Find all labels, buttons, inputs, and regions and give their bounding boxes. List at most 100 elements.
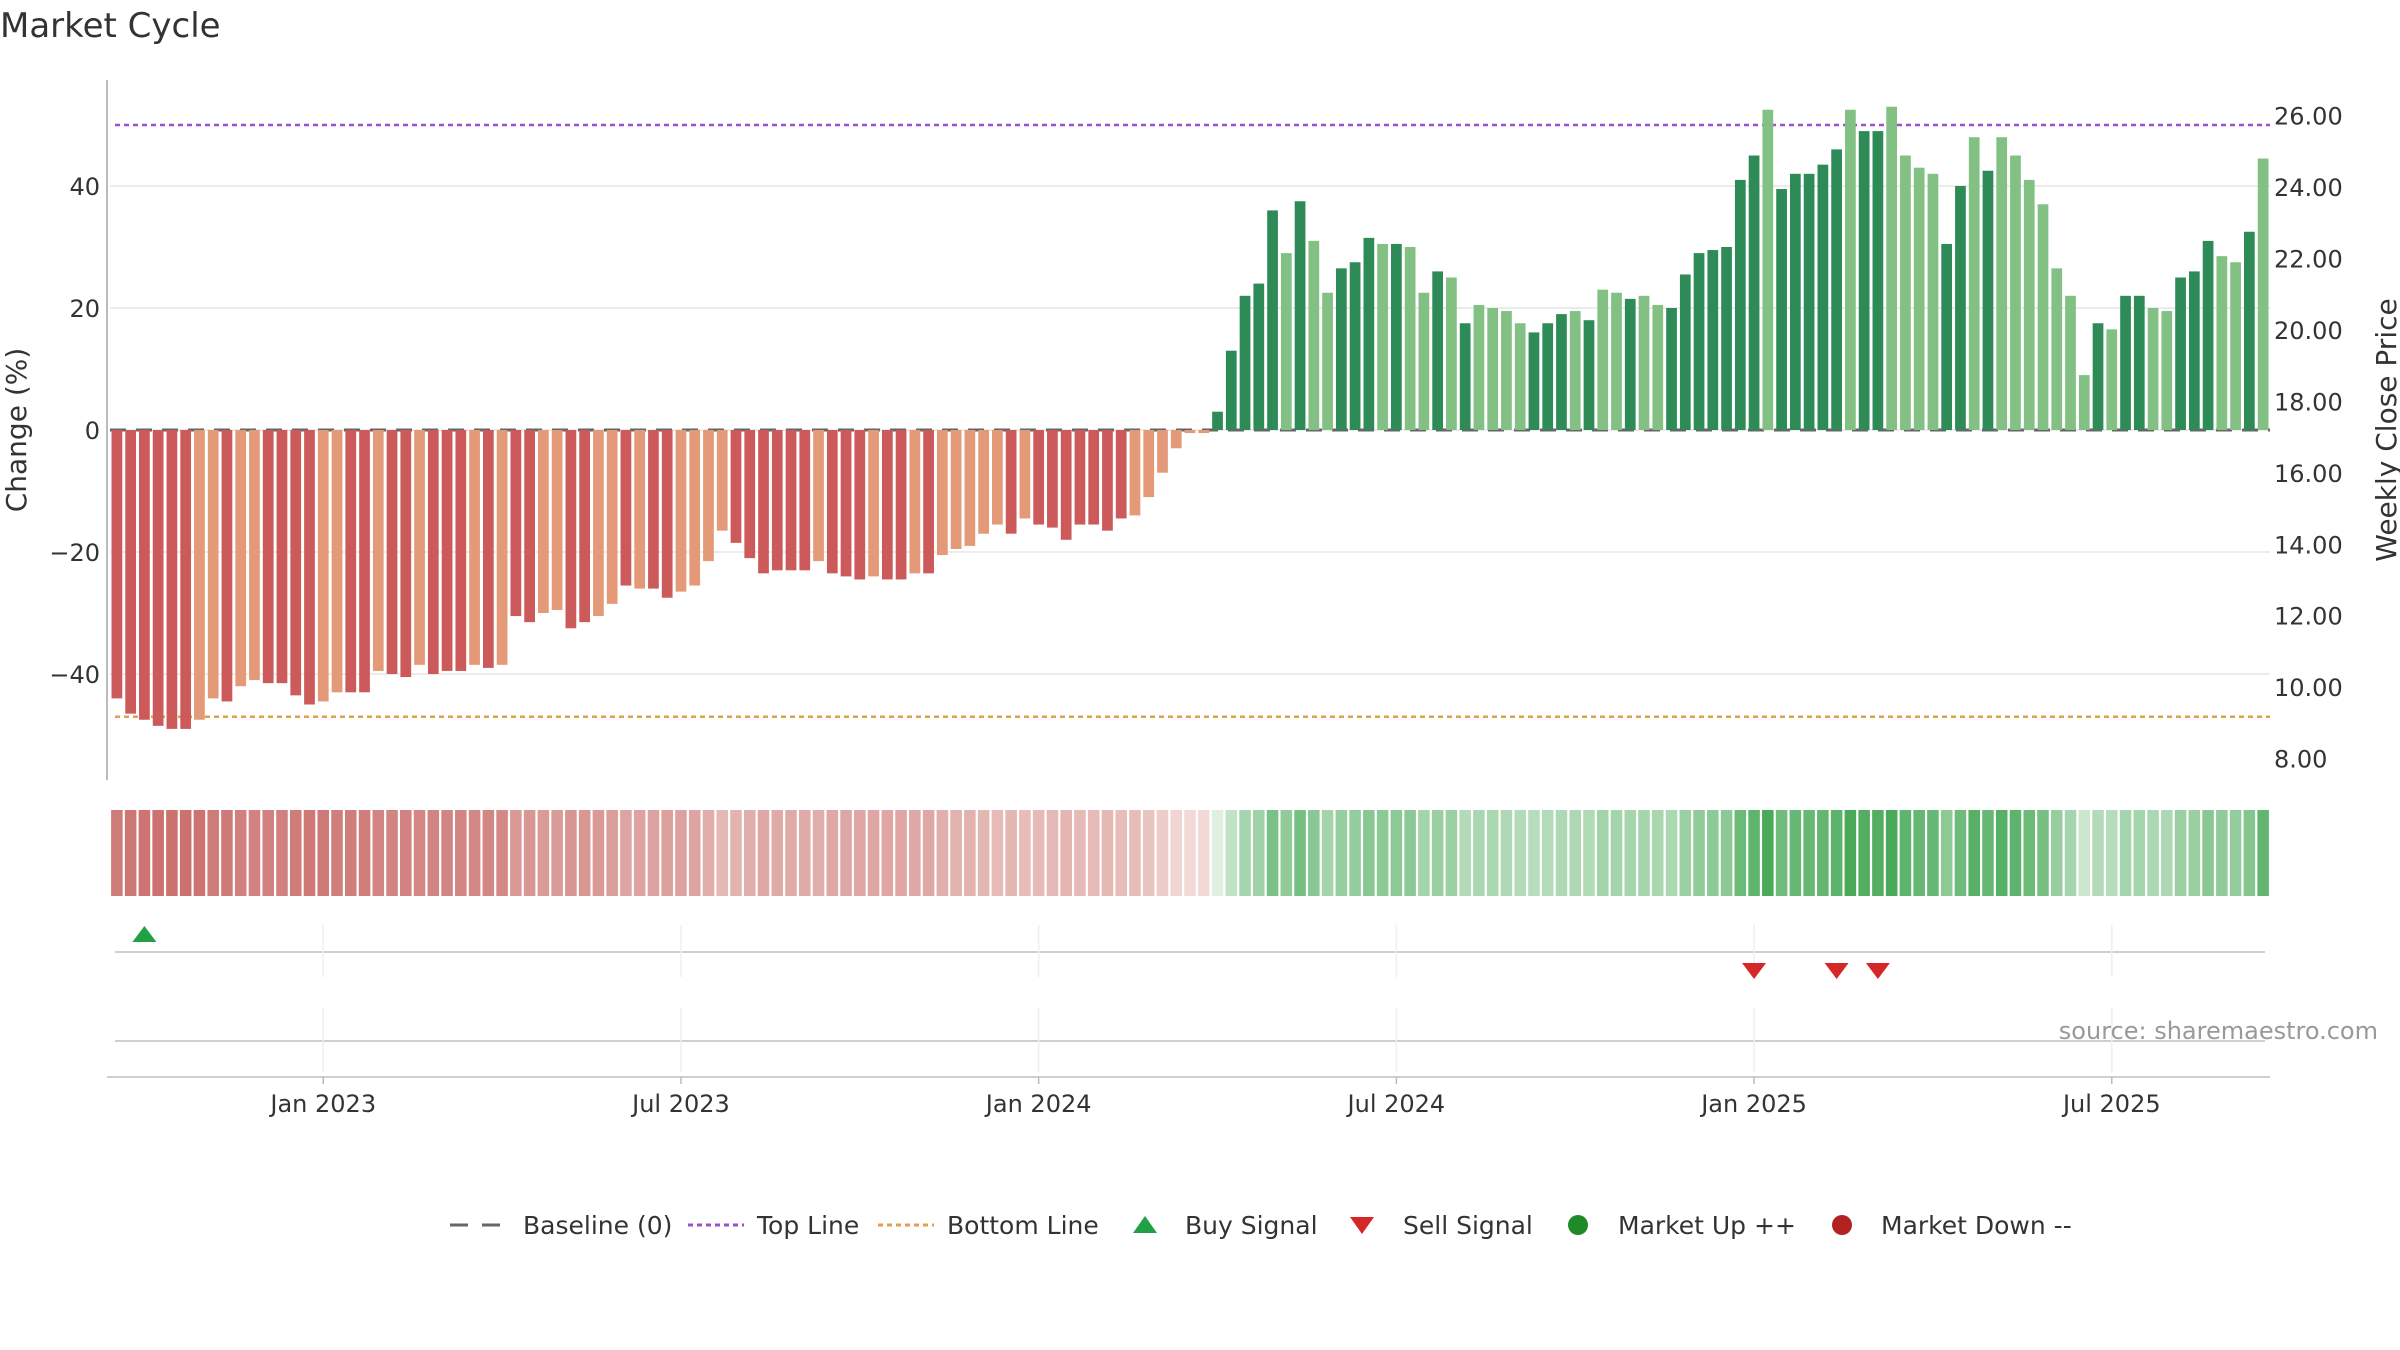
bar [2065, 295, 2076, 430]
heat-cell [854, 810, 866, 896]
x-tick-label: Jul 2023 [630, 1090, 730, 1118]
heat-cell [441, 810, 453, 896]
heat-cell [1431, 810, 1444, 896]
y2-tick-label: 18.00 [2274, 388, 2343, 416]
bar [180, 430, 192, 729]
bar [2120, 295, 2131, 430]
bar [1721, 247, 1732, 430]
heat-cell [991, 810, 1004, 896]
heat-cell [1280, 810, 1293, 896]
bar [1748, 155, 1760, 430]
bar [1143, 430, 1155, 498]
legend-label: Bottom Line [947, 1211, 1099, 1240]
y-axis-label: Change (%) [0, 348, 33, 513]
heat-cell [675, 810, 687, 896]
heat-cell [2243, 810, 2256, 896]
bar [1377, 243, 1388, 430]
heat-cell [1321, 810, 1334, 896]
bar [2216, 256, 2228, 430]
heat-cell [2188, 810, 2201, 896]
bar [799, 430, 811, 571]
bar [936, 430, 948, 556]
bar [1597, 289, 1609, 430]
bar [2147, 308, 2159, 430]
heat-cell [1142, 810, 1155, 896]
legend-label: Market Down -- [1881, 1211, 2072, 1240]
bar [1033, 430, 1045, 525]
heat-cell [2078, 810, 2091, 896]
x-tick-label: Jan 2025 [1699, 1090, 1807, 1118]
heat-cell [1363, 810, 1375, 896]
bar [1391, 243, 1402, 430]
bar [139, 430, 150, 720]
signals-panel: Jan 2023 Jul 2023 Jan 2024 Jul 2024 Jan 2025… [107, 925, 2270, 1118]
bar [538, 430, 549, 613]
bar [469, 430, 480, 665]
heat-cell [1156, 810, 1169, 896]
heat-cell [1390, 810, 1403, 896]
bar [1170, 430, 1182, 449]
bar [1349, 262, 1361, 430]
heat-cell [1060, 810, 1072, 896]
bar [992, 430, 1003, 525]
legend-label: Buy Signal [1185, 1211, 1318, 1240]
bar [221, 430, 233, 702]
heat-cell [826, 810, 839, 896]
heat-cell [413, 810, 426, 896]
bar [2243, 231, 2255, 430]
bar [290, 430, 302, 696]
bar [207, 430, 219, 699]
bar [785, 430, 797, 571]
bar [317, 430, 329, 702]
bar [1789, 173, 1801, 431]
bar [1005, 430, 1017, 534]
heat-cell [1294, 810, 1306, 896]
heat-cell [1473, 810, 1485, 896]
y2-tick-label: 24.00 [2274, 174, 2343, 202]
bar [1198, 430, 1210, 434]
bar [111, 430, 123, 699]
bar [923, 430, 934, 574]
heat-cell [1459, 810, 1471, 896]
heat-cell [1927, 810, 1939, 896]
heat-cell [620, 810, 632, 896]
bars [111, 106, 2269, 729]
heat-cell [1005, 810, 1017, 896]
bar [606, 430, 618, 604]
heat-cell [716, 810, 729, 896]
heat-cell [1129, 810, 1141, 896]
bar [854, 430, 866, 580]
bar [1404, 247, 1416, 430]
heat-cell [1679, 810, 1692, 896]
heat-cell [1720, 810, 1733, 896]
heat-cell [1638, 810, 1650, 896]
heat-cell [344, 810, 357, 896]
bar [1212, 411, 1223, 430]
heat-cell [1211, 810, 1224, 896]
heat-cell [2257, 810, 2269, 896]
heat-cell [207, 810, 219, 896]
heat-cell [2009, 810, 2022, 896]
bar [1473, 304, 1485, 430]
legend-swatch-buy [1133, 1216, 1157, 1233]
heat-cell [551, 810, 563, 896]
bar [235, 430, 247, 687]
bar [1280, 253, 1292, 430]
heat-cell [1239, 810, 1251, 896]
bar [895, 430, 907, 580]
heat-cell [867, 810, 880, 896]
heat-cell [1225, 810, 1238, 896]
heat-cell [1500, 810, 1513, 896]
bar [1652, 304, 1664, 430]
bar [2092, 323, 2104, 430]
heat-cell [1872, 810, 1884, 896]
bar [1074, 430, 1086, 525]
heat-cell [1899, 810, 1912, 896]
bar [1267, 210, 1278, 430]
heat-cell [1624, 810, 1637, 896]
bar [2051, 268, 2063, 430]
heat-cell [1583, 810, 1595, 896]
bar [1817, 164, 1829, 430]
heat-cell [111, 810, 123, 896]
